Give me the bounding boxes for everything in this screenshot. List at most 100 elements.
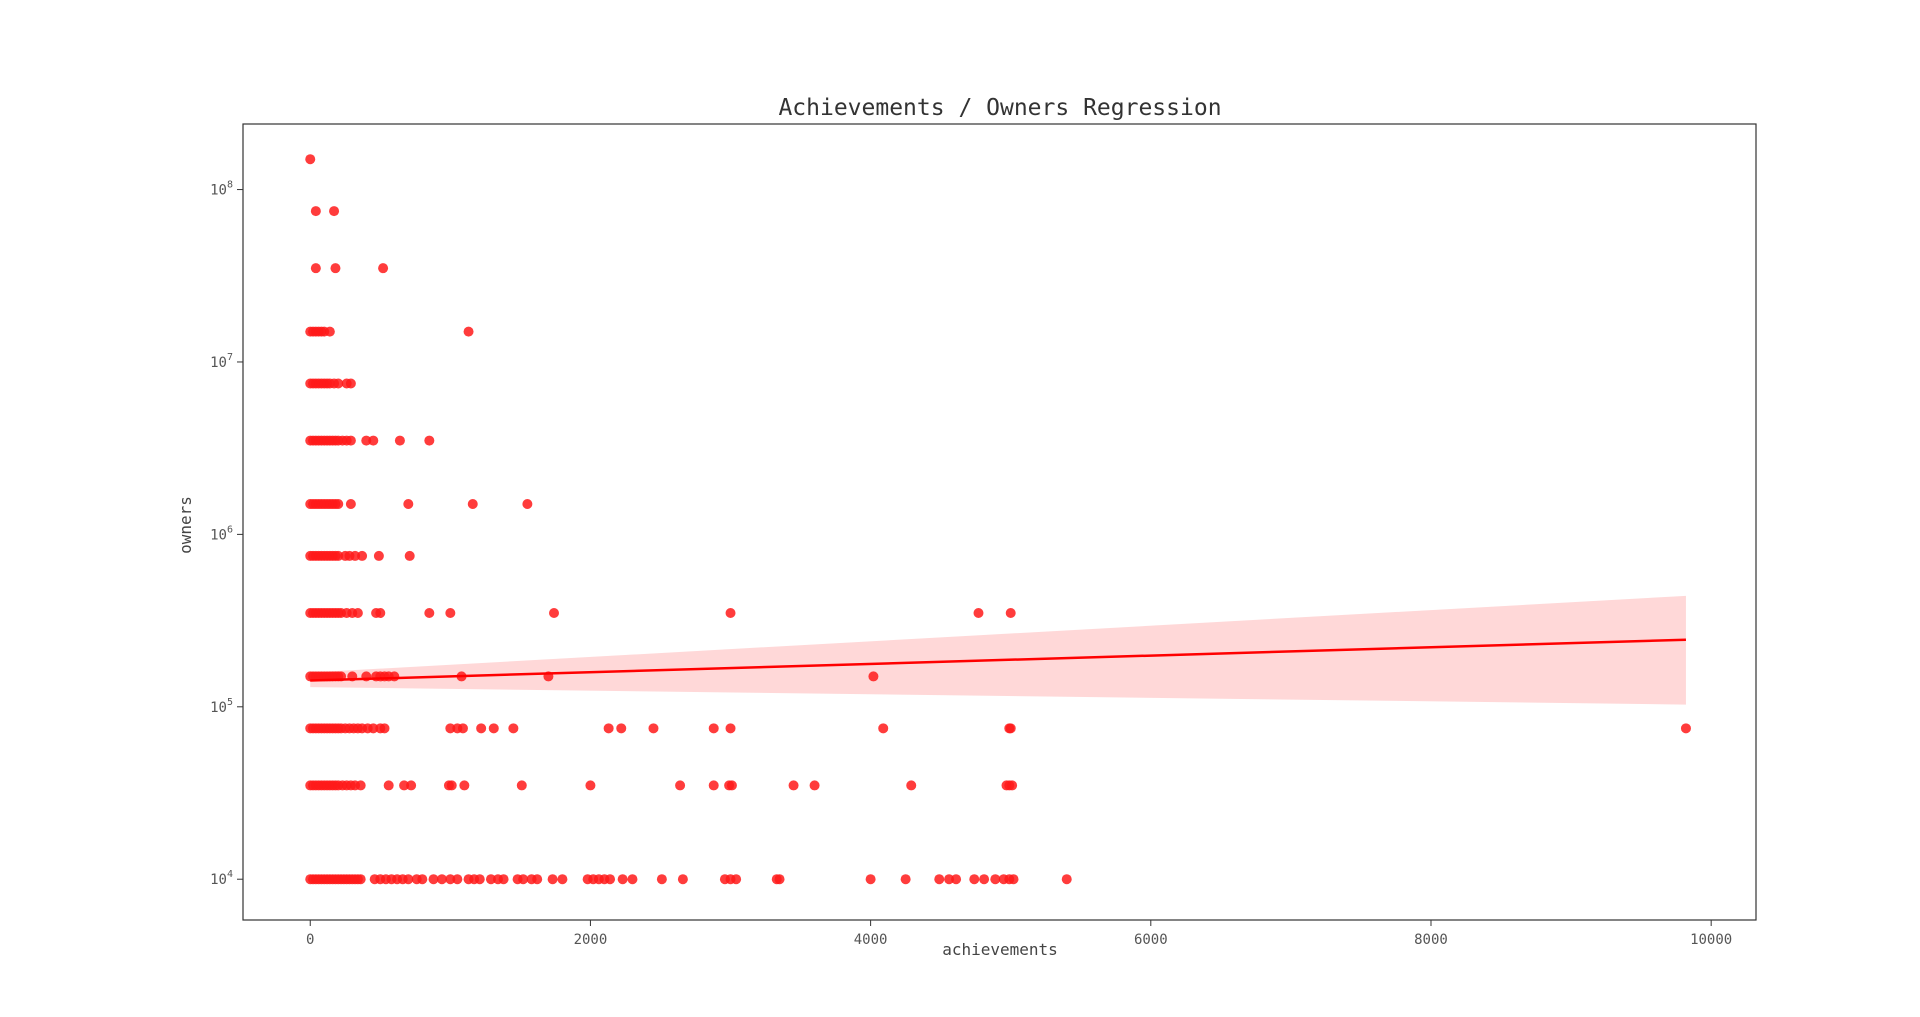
- data-point: [329, 206, 340, 217]
- data-point: [934, 874, 945, 885]
- x-tick-label: 10000: [1690, 932, 1732, 948]
- data-point: [345, 499, 356, 510]
- y-axis: 104 105 106 107 108: [210, 180, 243, 888]
- data-point: [399, 780, 410, 791]
- data-point: [457, 723, 468, 734]
- data-point: [532, 874, 543, 885]
- data-point: [969, 874, 980, 885]
- data-point: [1005, 607, 1016, 618]
- data-point: [310, 206, 321, 217]
- data-point: [403, 874, 414, 885]
- data-point: [424, 607, 435, 618]
- plot-frame: [242, 123, 1757, 921]
- data-point: [406, 780, 417, 791]
- data-point: [547, 874, 558, 885]
- data-point: [498, 874, 509, 885]
- data-point: [379, 723, 390, 734]
- data-point: [474, 874, 485, 885]
- x-tick-label: 0: [306, 932, 314, 948]
- data-point: [979, 874, 990, 885]
- data-point: [452, 874, 463, 885]
- data-point: [616, 723, 627, 734]
- data-point: [1007, 780, 1018, 791]
- data-point: [809, 780, 820, 791]
- data-point: [1061, 874, 1072, 885]
- data-point: [378, 263, 389, 274]
- data-point: [485, 874, 496, 885]
- data-point: [549, 607, 560, 618]
- data-point: [868, 671, 879, 682]
- x-tick-label: 6000: [1134, 932, 1168, 948]
- data-point: [675, 780, 686, 791]
- data-point: [404, 550, 415, 561]
- data-point: [725, 607, 736, 618]
- data-point: [445, 874, 456, 885]
- data-point: [345, 378, 356, 389]
- data-point: [350, 550, 361, 561]
- data-point: [305, 154, 316, 165]
- data-point: [648, 723, 659, 734]
- data-point: [508, 723, 519, 734]
- data-point: [900, 874, 911, 885]
- data-point: [373, 550, 384, 561]
- data-point: [463, 326, 474, 337]
- data-point: [951, 874, 962, 885]
- data-point: [865, 874, 876, 885]
- data-point: [368, 723, 379, 734]
- data-point: [417, 874, 428, 885]
- data-point: [708, 780, 719, 791]
- data-point: [446, 780, 457, 791]
- data-point: [708, 723, 719, 734]
- data-point: [355, 780, 366, 791]
- data-point: [488, 723, 499, 734]
- data-point: [355, 874, 366, 885]
- data-point: [725, 723, 736, 734]
- data-point: [677, 874, 688, 885]
- data-point: [389, 671, 400, 682]
- confidence-band: [310, 595, 1686, 705]
- x-axis-label: achievements: [942, 940, 1058, 959]
- y-tick-label: 107: [210, 352, 233, 371]
- data-point: [557, 874, 568, 885]
- data-point: [361, 435, 372, 446]
- data-point: [627, 874, 638, 885]
- x-axis: 0 2000 4000 6000 8000 10000: [306, 920, 1732, 948]
- data-point: [428, 874, 439, 885]
- data-point: [1680, 723, 1691, 734]
- data-point: [394, 435, 405, 446]
- data-point: [352, 607, 363, 618]
- data-point: [383, 780, 394, 791]
- data-point: [333, 499, 344, 510]
- data-point: [445, 723, 456, 734]
- data-point: [436, 874, 447, 885]
- data-point: [731, 874, 742, 885]
- data-point: [357, 550, 368, 561]
- y-axis-label: owners: [176, 496, 195, 554]
- data-point: [522, 499, 533, 510]
- data-point: [467, 499, 478, 510]
- data-point: [585, 780, 596, 791]
- data-point: [375, 607, 386, 618]
- y-tick-label: 108: [210, 180, 233, 199]
- scatter-points: [305, 154, 1691, 885]
- plot-area: [305, 154, 1691, 885]
- data-point: [878, 723, 889, 734]
- data-point: [990, 874, 1001, 885]
- x-tick-label: 2000: [574, 932, 608, 948]
- data-point: [906, 780, 917, 791]
- chart-title: Achievements / Owners Regression: [778, 95, 1221, 121]
- data-point: [424, 435, 435, 446]
- data-point: [944, 874, 955, 885]
- data-point: [774, 874, 785, 885]
- data-point: [516, 780, 527, 791]
- data-point: [605, 874, 616, 885]
- data-point: [617, 874, 628, 885]
- data-point: [368, 435, 379, 446]
- data-point: [726, 780, 737, 791]
- regression-line: [310, 638, 1686, 682]
- data-point: [476, 723, 487, 734]
- y-tick-label: 106: [210, 524, 233, 543]
- data-point: [333, 550, 344, 561]
- data-point: [1005, 723, 1016, 734]
